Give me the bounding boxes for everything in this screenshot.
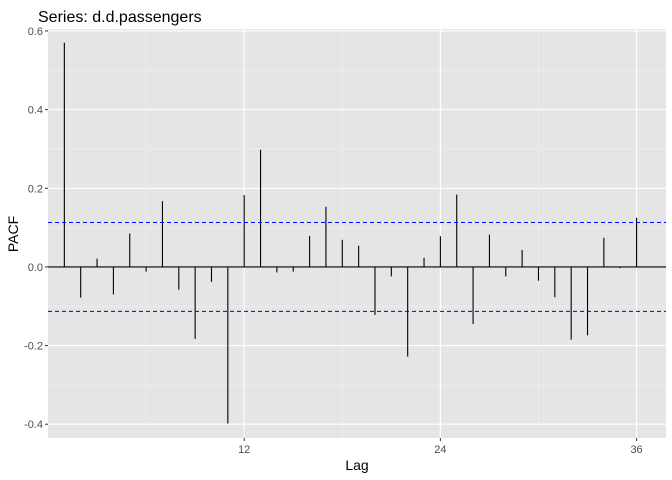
y-axis-title: PACF <box>5 216 21 252</box>
y-tick-label: -0.4 <box>24 419 43 431</box>
y-tick-label: 0.0 <box>28 262 43 274</box>
y-tick-label: -0.2 <box>24 341 43 353</box>
x-tick-label: 12 <box>238 444 250 456</box>
pacf-bars <box>63 42 638 424</box>
y-tick-label: 0.4 <box>28 105 43 117</box>
x-tick-label: 36 <box>630 444 642 456</box>
x-axis-ticks: 12 24 36 <box>238 438 643 456</box>
y-tick-label: 0.2 <box>28 183 43 195</box>
y-axis-ticks: -0.4 -0.2 0.0 0.2 0.4 0.6 <box>24 26 48 431</box>
y-tick-label: 0.6 <box>28 26 43 38</box>
confidence-lines <box>48 221 666 312</box>
plot-panel <box>48 29 666 438</box>
minor-gridlines <box>48 29 666 438</box>
chart-title: Series: d.d.passengers <box>38 9 202 26</box>
x-tick-label: 24 <box>434 444 446 456</box>
x-axis-title: Lag <box>345 457 368 473</box>
